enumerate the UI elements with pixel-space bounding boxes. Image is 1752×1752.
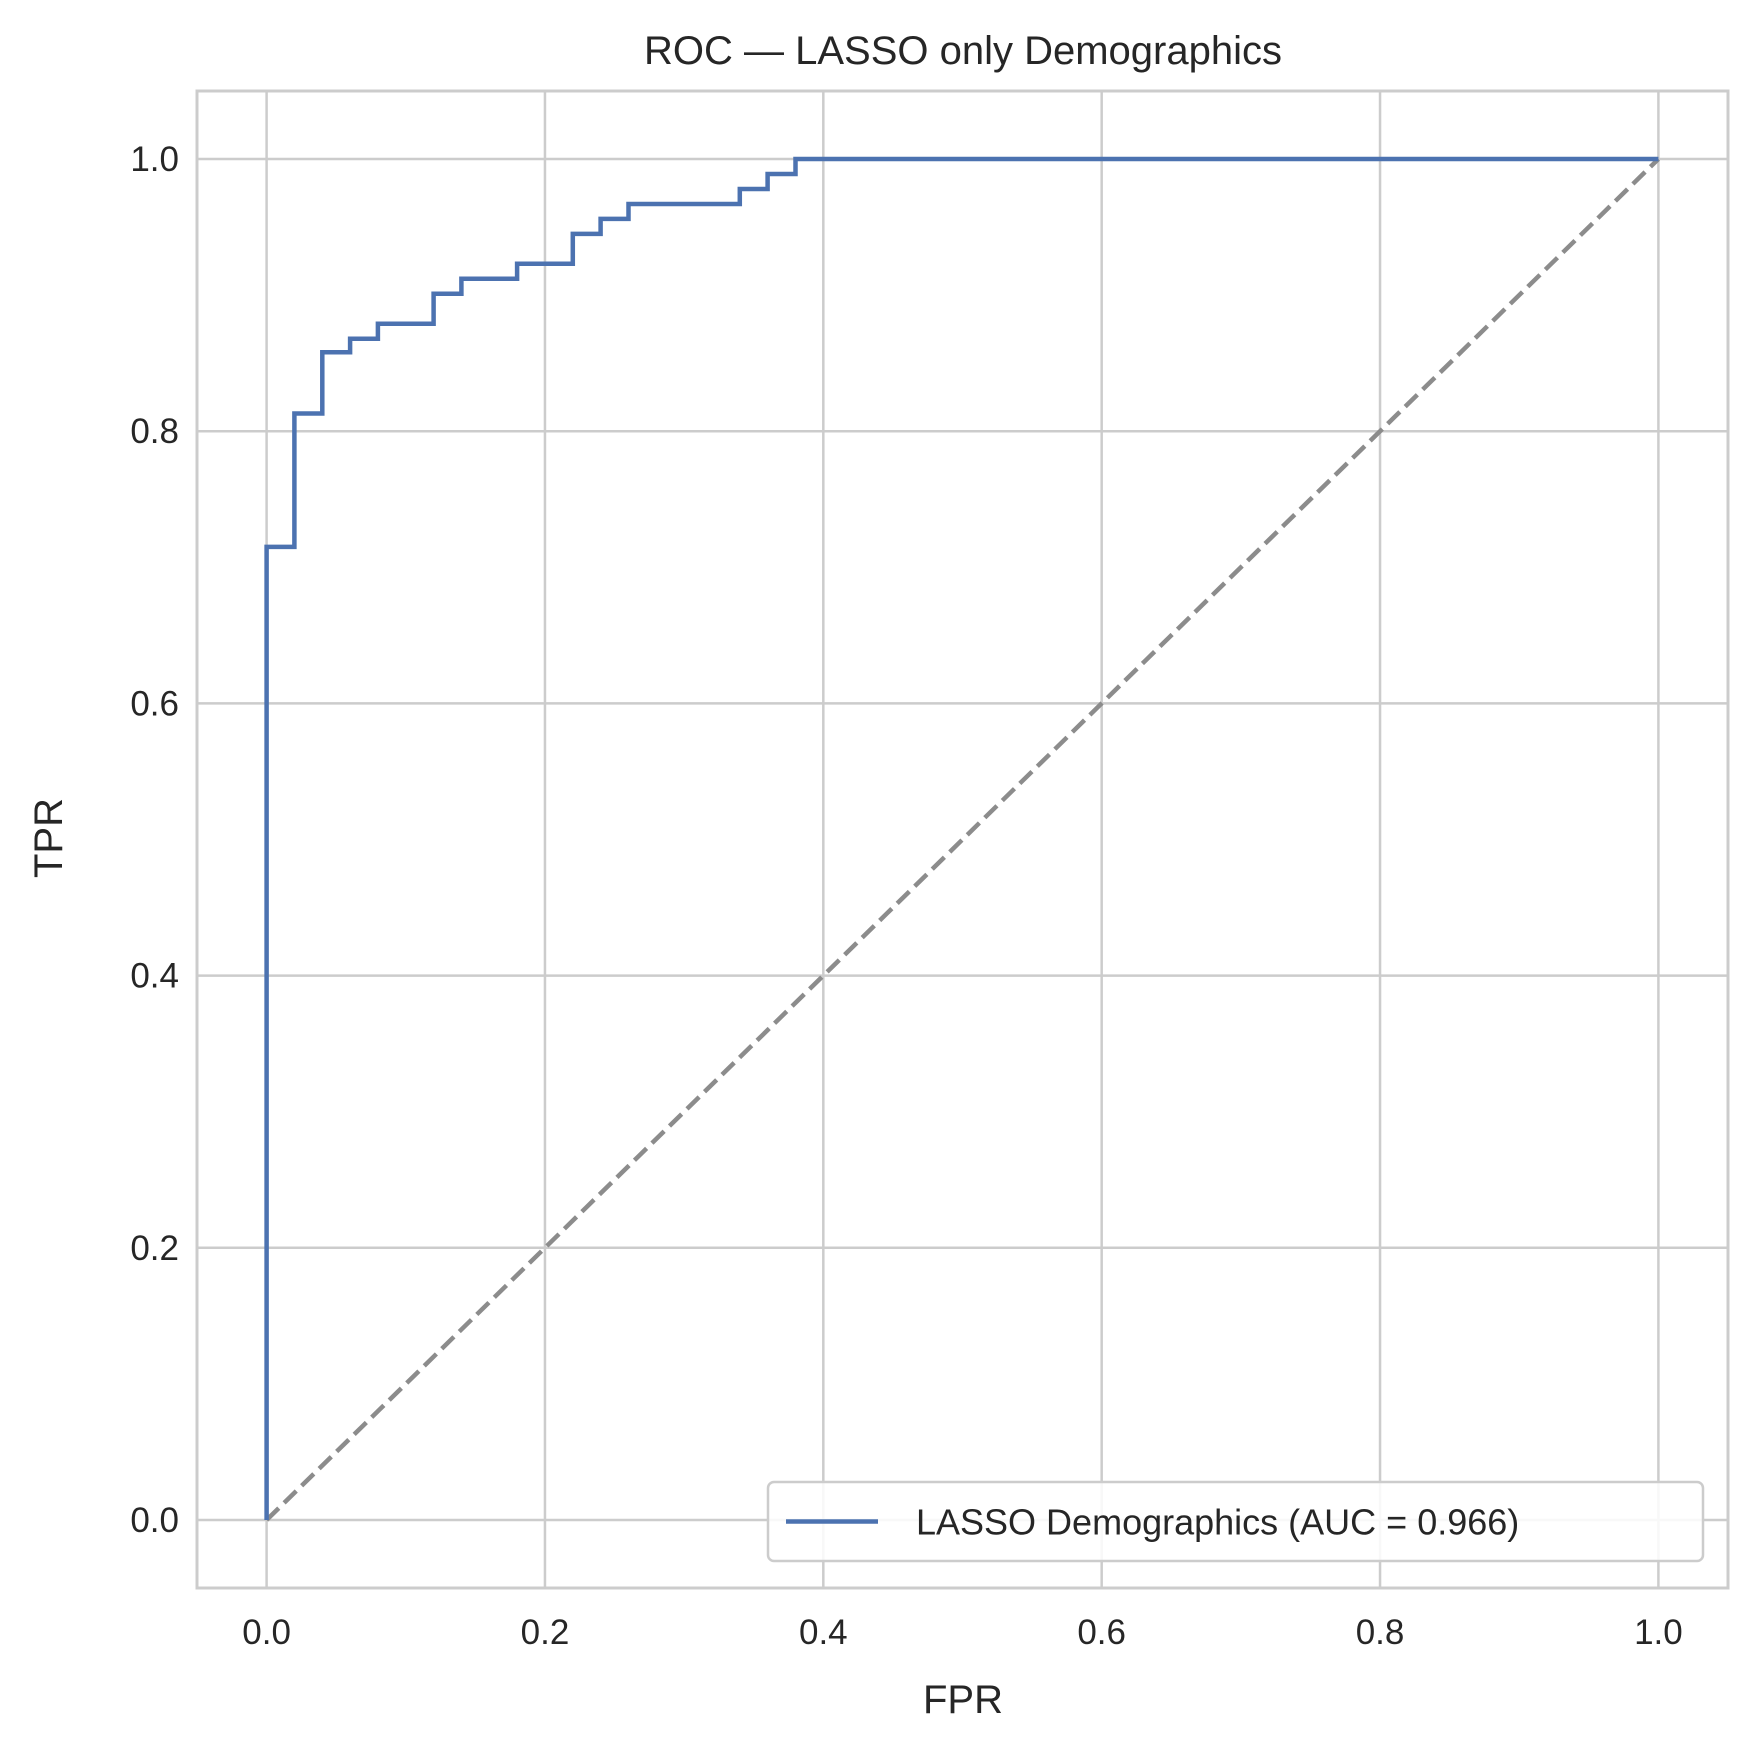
grid xyxy=(197,91,1728,1588)
x-tick-label: 0.8 xyxy=(1356,1613,1405,1652)
y-tick-label: 0.2 xyxy=(130,1229,179,1268)
roc-curve-line xyxy=(264,156,1659,1520)
legend-box xyxy=(766,1480,1705,1563)
y-tick-label: 0.8 xyxy=(130,412,179,451)
x-tick-labels: 0.0 0.2 0.4 0.6 0.8 1.0 xyxy=(242,1613,1682,1652)
x-tick-label: 0.6 xyxy=(1077,1613,1126,1652)
legend-label: LASSO Demographics (AUC = 0.966) xyxy=(916,1502,1519,1543)
plot-frame xyxy=(195,89,1730,1590)
y-tick-labels: 0.0 0.2 0.4 0.6 0.8 1.0 xyxy=(130,140,179,1540)
y-tick-label: 0.6 xyxy=(130,684,179,723)
chart-title: ROC — LASSO only Demographics xyxy=(644,29,1282,73)
y-axis-label: TPR xyxy=(27,798,71,878)
y-tick-label: 0.0 xyxy=(130,1501,179,1540)
x-tick-label: 0.0 xyxy=(242,1613,291,1652)
x-tick-label: 0.2 xyxy=(521,1613,570,1652)
x-tick-label: 1.0 xyxy=(1634,1613,1683,1652)
legend: LASSO Demographics (AUC = 0.966) xyxy=(766,1480,1705,1563)
series-layer xyxy=(264,156,1660,1522)
chance-diagonal-line xyxy=(265,157,1660,1522)
y-tick-label: 1.0 xyxy=(130,140,179,179)
x-axis-label: FPR xyxy=(923,1678,1003,1722)
x-tick-label: 0.4 xyxy=(799,1613,848,1652)
y-tick-label: 0.4 xyxy=(130,957,179,996)
